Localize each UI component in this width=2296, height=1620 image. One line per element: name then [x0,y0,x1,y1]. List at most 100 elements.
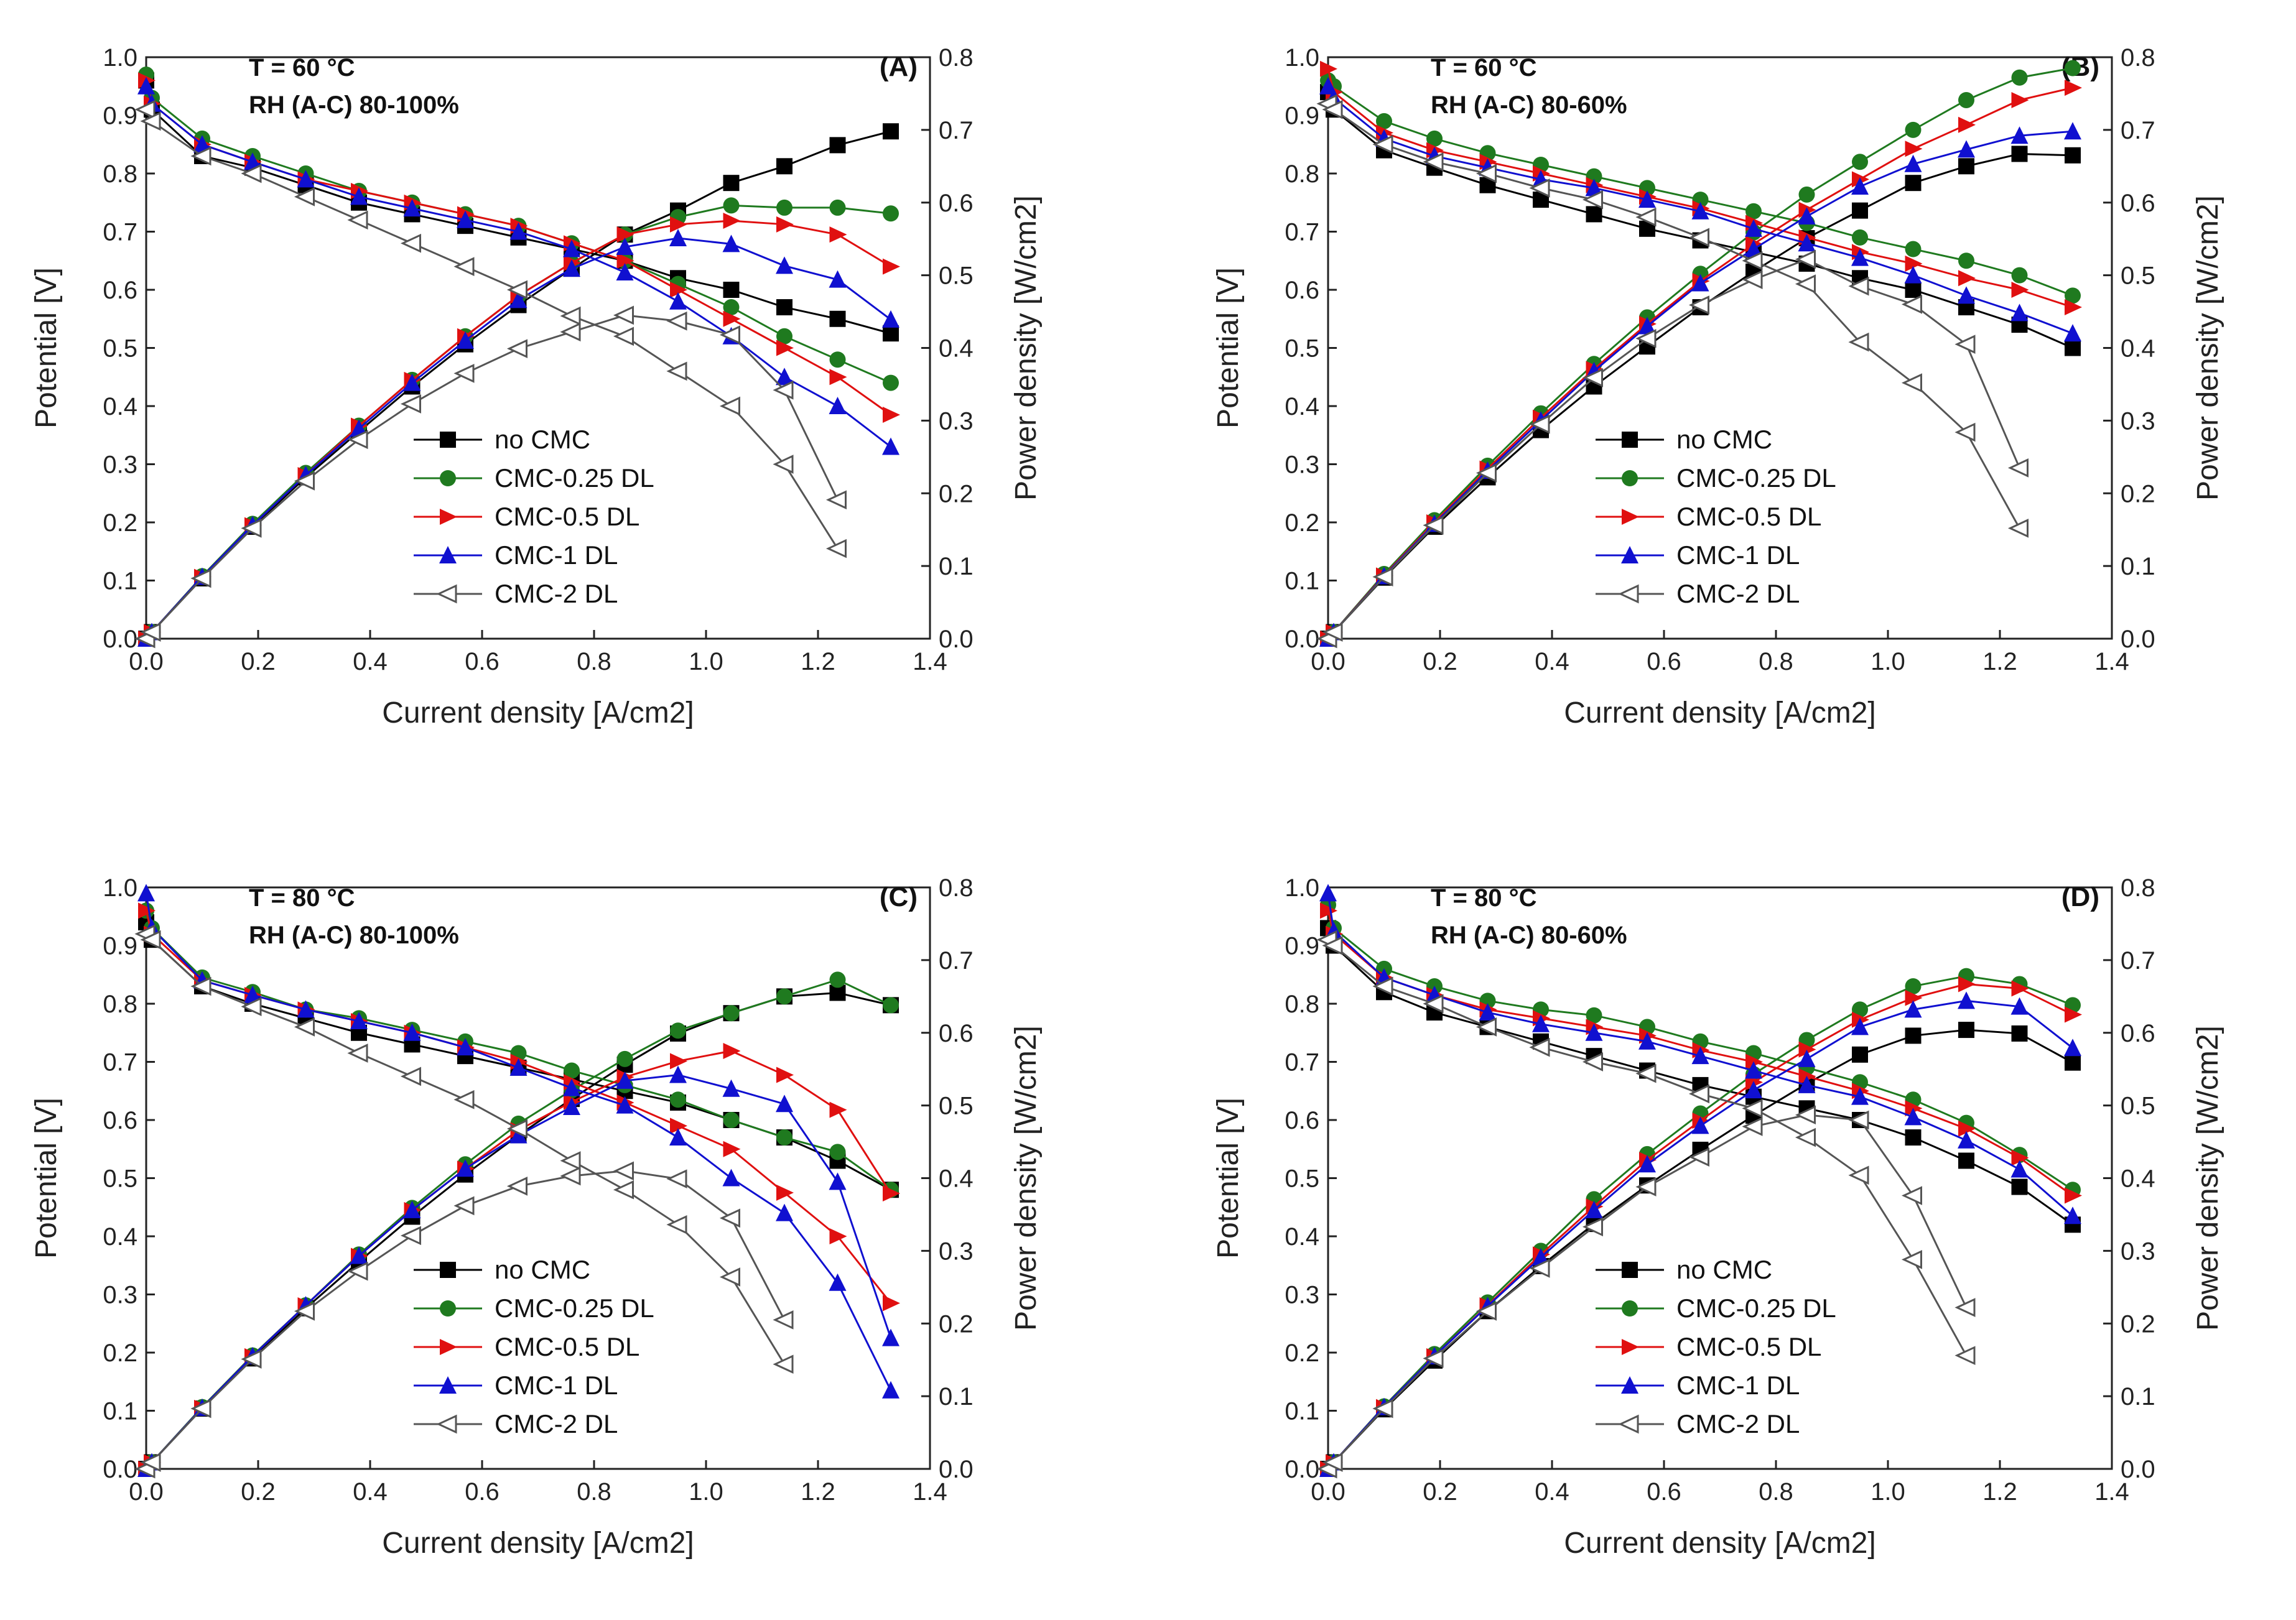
y-tick-label: 0.6 [103,277,137,304]
series-cmc-2-dl [134,924,794,1479]
potential-point [1905,282,1922,298]
potential-point [244,985,261,1003]
potential-line [1327,927,2073,1226]
power-point [2011,146,2028,162]
power-point [140,623,161,642]
legend-marker [1618,584,1639,604]
potential-point [1635,207,1657,227]
y2-tick-label: 0.2 [939,480,974,507]
potential-point [1798,234,1816,252]
power-point [1905,175,1922,192]
potential-point [1901,373,1922,392]
power-point [1958,158,1974,175]
legend-label: CMC-0.25 DL [1676,1294,1836,1323]
legend-label: CMC-2 DL [495,1409,618,1438]
legend-label: CMC-0.25 DL [1676,463,1836,493]
potential-point [294,187,315,206]
potential-point [1905,1100,1923,1117]
potential-point [1423,994,1444,1014]
potential-point [347,210,368,230]
x-tick-label: 0.6 [1647,1478,1681,1506]
y2-tick-label: 0.4 [939,335,974,363]
power-point [722,1079,740,1097]
power-point [1635,1177,1657,1196]
y2-tick-label: 0.0 [2121,626,2155,653]
power-point [773,380,794,400]
y2-tick-label: 0.1 [2121,1383,2155,1410]
legend-label: CMC-0.25 DL [495,463,654,493]
power-point [616,226,634,243]
potential-point [1322,100,1343,119]
potential-point [829,397,847,414]
y-tick-label: 0.4 [103,393,137,420]
panel-label: (D) [2061,882,2099,912]
power-point [1958,976,1976,993]
potential-point [457,210,474,228]
x-tick-label: 0.4 [1535,648,1569,675]
potential-point [241,997,262,1017]
power-point [1901,1186,1922,1205]
power-point [776,1067,794,1083]
power-point [613,1161,634,1181]
y-tick-label: 0.0 [1285,626,1319,653]
x-tick-label: 0.8 [577,1478,611,1506]
x-tick-label: 0.2 [241,1478,276,1506]
power-point [883,123,899,140]
power-point [1905,989,1923,1006]
power-point [776,988,792,1005]
chart-svg: 0.0 0.2 0.4 0.6 0.8 1.0 1.2 1.40.00.10.20.30.40… [30,44,1043,729]
potential-point [723,1141,741,1157]
y-axis-title: Potential [V] [1212,1098,1245,1259]
power-point [1691,274,1709,292]
power-point [1585,1200,1603,1218]
power-point [670,1022,686,1039]
potential-point [1423,152,1444,172]
x-tick-label: 1.4 [2094,1478,2129,1506]
potential-point [1319,884,1337,902]
potential-point [138,902,156,919]
y2-tick-label: 0.0 [939,1456,974,1483]
power-point [241,518,262,538]
y-tick-label: 0.1 [103,1398,137,1425]
rh-annotation: RH (A-C) 80-60% [1431,91,1627,119]
x-tick-label: 0.2 [1423,648,1457,675]
potential-point [773,455,794,474]
power-point [1958,991,1975,1009]
legend-label: CMC-1 DL [495,540,618,570]
power-line [145,1074,892,1470]
y-tick-label: 0.6 [103,1107,137,1134]
y-tick-label: 0.9 [103,103,137,130]
y2-tick-label: 0.6 [939,1020,974,1047]
y-tick-label: 0.8 [103,160,137,188]
legend-label: CMC-0.25 DL [495,1294,654,1323]
potential-point [776,328,792,345]
potential-point [1745,203,1762,220]
power-point [1958,140,1975,158]
potential-point [722,1169,740,1187]
power-point [403,1200,421,1218]
x-axis-title: Current density [A/cm2] [1564,697,1876,729]
power-line [145,237,891,639]
power-point [1795,249,1816,269]
potential-point [776,299,792,316]
power-point [294,1302,315,1321]
power-point [563,1097,580,1115]
y-tick-label: 1.0 [103,874,137,902]
potential-point [1851,1087,1869,1105]
power-point [1798,1049,1816,1067]
potential-point [1958,1121,1976,1137]
legend-marker [1622,470,1638,486]
power-point [1848,1110,1869,1130]
y-tick-label: 0.7 [1285,219,1319,246]
x-tick-label: 0.0 [129,648,164,675]
x-tick-label: 0.8 [1759,1478,1793,1506]
potential-point [776,368,793,386]
power-point [829,137,846,154]
y-tick-label: 0.1 [1285,568,1319,595]
temperature-annotation: T = 80 °C [1431,884,1537,912]
potential-point [829,369,847,386]
x-tick-label: 1.0 [1871,648,1905,675]
legend-marker [1622,1300,1638,1317]
power-point [1905,121,1922,138]
power-point [1958,91,1974,108]
